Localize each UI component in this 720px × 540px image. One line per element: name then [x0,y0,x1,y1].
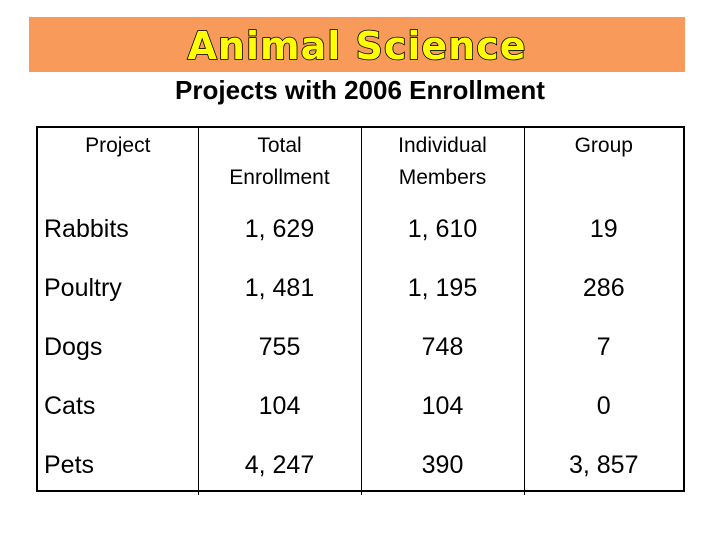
header-total-line1: Total [257,134,302,157]
enrollment-table-container: Project Total Enrollment Individual Memb… [36,126,685,495]
cell-project: Dogs [44,333,103,361]
cell-individual-members: 104 [360,377,524,436]
cell-individual-members: 748 [360,318,524,377]
cell-total-enrollment: 1, 481 [197,259,361,318]
cell-group: 7 [523,318,683,377]
header-individual-line2: Members [398,166,487,189]
cell-project: Rabbits [44,215,129,243]
cell-total-enrollment: 755 [197,318,361,377]
table-header-row: Project Total Enrollment Individual Memb… [38,128,683,200]
title-banner: Animal Science [29,17,685,72]
table-row: Poultry 1, 481 1, 195 286 [38,259,683,318]
enrollment-table: Project Total Enrollment Individual Memb… [38,128,683,495]
cell-project: Poultry [44,274,122,302]
header-group: Group [523,128,683,200]
cell-individual-members: 1, 195 [360,259,524,318]
header-total-line2: Enrollment [229,166,330,189]
header-project-label: Project [85,134,151,157]
cell-individual-members: 390 [360,436,524,495]
table-row: Pets 4, 247 390 3, 857 [38,436,683,495]
cell-group: 19 [523,200,683,259]
table-row: Rabbits 1, 629 1, 610 19 [38,200,683,259]
header-group-label: Group [574,134,633,157]
header-total-enrollment: Total Enrollment [197,128,361,200]
banner-title: Animal Science [187,23,527,68]
page-subtitle: Projects with 2006 Enrollment [175,75,545,105]
header-individual-line1: Individual [398,134,487,157]
cell-total-enrollment: 1, 629 [197,200,361,259]
cell-total-enrollment: 4, 247 [197,436,361,495]
cell-individual-members: 1, 610 [360,200,524,259]
cell-group: 286 [523,259,683,318]
header-individual-members: Individual Members [360,128,524,200]
table-row: Cats 104 104 0 [38,377,683,436]
cell-group: 3, 857 [523,436,683,495]
cell-group: 0 [523,377,683,436]
table-row: Dogs 755 748 7 [38,318,683,377]
cell-total-enrollment: 104 [197,377,361,436]
cell-project: Pets [44,451,95,479]
header-project: Project [38,128,198,200]
cell-project: Cats [44,392,96,420]
